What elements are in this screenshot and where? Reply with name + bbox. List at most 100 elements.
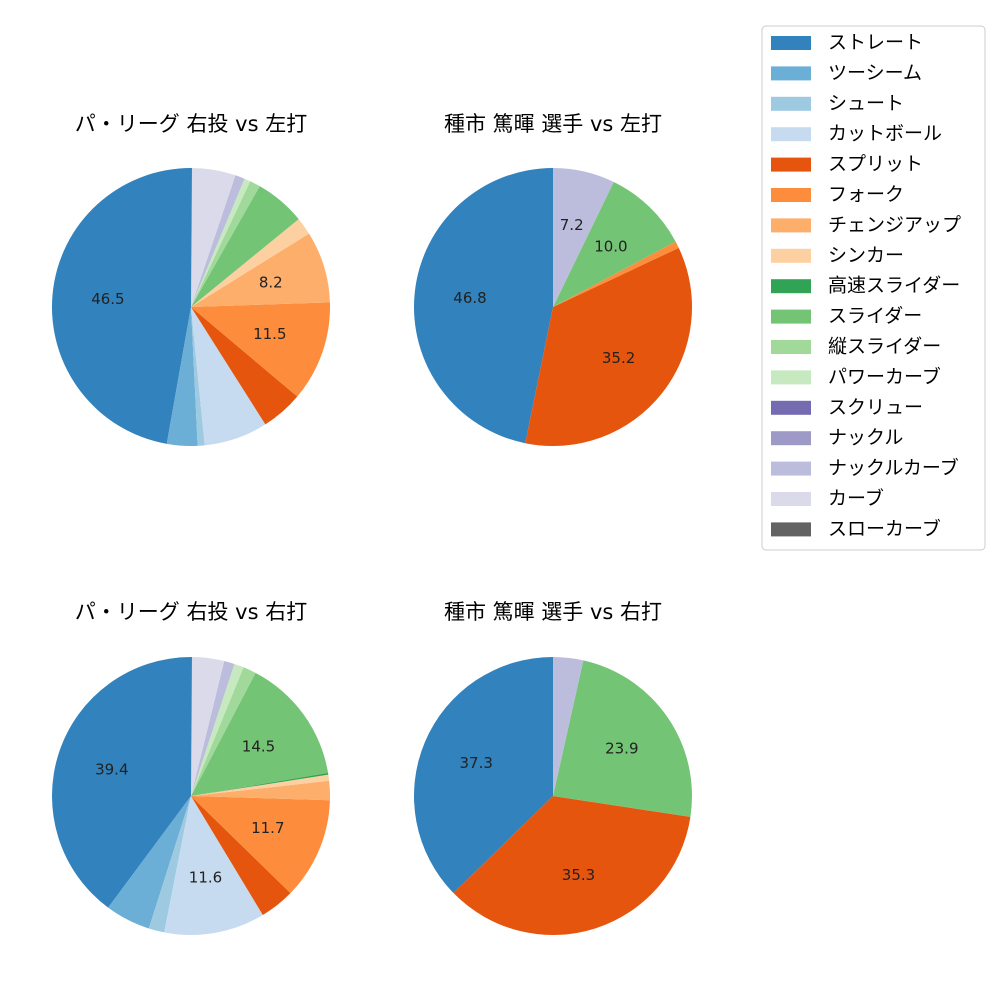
legend-entry: パワーカーブ: [771, 365, 941, 388]
legend-entry: ナックル: [771, 427, 903, 449]
legend-entry: スプリット: [771, 153, 923, 175]
legend-swatch: [771, 309, 811, 324]
legend-swatch: [771, 279, 811, 294]
legend-label: スライダー: [828, 305, 922, 327]
pie-slice: [553, 660, 692, 817]
legend-label: スプリット: [828, 153, 923, 175]
legend-label: フォーク: [828, 184, 904, 206]
legend-swatch: [771, 188, 811, 202]
legend-entry: スクリュー: [771, 396, 923, 418]
pie-slice: [191, 667, 256, 796]
legend-label: カットボール: [828, 123, 942, 145]
pie-slice: [191, 656, 192, 796]
legend-swatch: [771, 127, 811, 142]
legend-label: ナックルカーブ: [828, 456, 959, 479]
legend-label: 高速スライダー: [828, 275, 960, 297]
legend: ストレートツーシームシュートカットボールスプリットフォークチェンジアップシンカー…: [761, 25, 986, 551]
legend-label: ナックル: [828, 427, 903, 449]
legend-swatch: [771, 96, 811, 111]
legend-label: スローカーブ: [828, 517, 941, 540]
pie-slice: [148, 796, 191, 933]
chart-title: パ・リーグ 右投 vs 右打: [75, 600, 307, 624]
legend-swatch: [771, 492, 811, 506]
legend-label: カーブ: [828, 487, 884, 510]
legend-label: チェンジアップ: [828, 214, 961, 236]
pie-slice: [553, 241, 679, 307]
pie-slice: [191, 307, 205, 446]
legend-frame: [761, 25, 986, 551]
pie-slice: [191, 796, 291, 915]
pie-slice: [191, 672, 329, 796]
pie-slice: [191, 780, 331, 801]
pie-slice: [191, 796, 330, 894]
pie-slice: [191, 663, 244, 796]
slice-label: 35.2: [602, 349, 635, 367]
legend-label: スクリュー: [828, 396, 923, 418]
slice-label: 35.3: [562, 866, 595, 884]
legend-entry: 縦スライダー: [771, 336, 941, 358]
legend-swatch: [771, 522, 811, 537]
legend-swatch: [771, 66, 811, 81]
pie-slice: [51, 657, 192, 908]
pie-charts: パ・リーグ 右投 vs 左打 46.5 11.5 8.2 種市 篤暉 選手 vs 左打 4…: [51, 112, 692, 936]
pie-chart-4: 種市 篤暉 選手 vs 右打 37.3 35.3 23.9: [414, 600, 692, 935]
slice-label: 46.8: [453, 289, 486, 307]
legend-swatch: [771, 461, 811, 476]
pie-chart-2: 種市 篤暉 選手 vs 左打 46.8 35.2 10.0 7.2: [413, 112, 692, 446]
slice-label: 46.5: [91, 290, 124, 308]
slice-label: 39.4: [95, 760, 128, 778]
pie-chart-1: パ・リーグ 右投 vs 左打 46.5 11.5 8.2: [51, 112, 330, 447]
legend-label: ストレート: [828, 32, 923, 54]
pie-slice: [453, 796, 691, 935]
pie-slice: [553, 168, 614, 307]
legend-entry: スローカーブ: [771, 517, 941, 540]
pie-slice: [191, 302, 330, 397]
pie-slice: [191, 657, 225, 796]
legend-entry: スライダー: [771, 305, 922, 327]
pie-slice: [191, 186, 299, 307]
pie-slice: [51, 168, 191, 444]
legend-swatch: [771, 431, 811, 446]
pie-slice: [108, 796, 191, 929]
slice-label: 11.7: [251, 819, 284, 837]
slice-label: 8.2: [259, 273, 283, 291]
pie-slice: [164, 796, 263, 936]
slice-label: 11.6: [189, 869, 222, 887]
legend-entry: 高速スライダー: [771, 275, 960, 297]
legend-entry: フォーク: [771, 184, 904, 206]
legend-label: シュート: [828, 92, 904, 114]
legend-entry: ツーシーム: [771, 62, 922, 84]
legend-entry: カーブ: [771, 487, 884, 510]
legend-entry: ナックルカーブ: [771, 456, 959, 479]
pie-slice: [525, 247, 692, 446]
legend-items: ストレートツーシームシュートカットボールスプリットフォークチェンジアップシンカー…: [771, 32, 961, 540]
pie-chart-3: パ・リーグ 右投 vs 右打 39.4 11.6 11.7 14.5: [51, 600, 331, 936]
legend-entry: シュート: [771, 92, 904, 114]
slice-label: 14.5: [242, 738, 275, 756]
legend-entry: ストレート: [771, 32, 923, 54]
legend-label: シンカー: [828, 244, 904, 266]
legend-label: パワーカーブ: [828, 365, 941, 388]
slice-label: 7.2: [560, 216, 584, 234]
legend-swatch: [771, 340, 811, 354]
legend-entry: カットボール: [771, 123, 942, 145]
pie-slice: [191, 772, 329, 796]
slice-label: 37.3: [459, 754, 492, 772]
pie-slice: [191, 168, 236, 307]
chart-title: パ・リーグ 右投 vs 左打: [75, 112, 307, 136]
legend-entry: チェンジアップ: [771, 214, 961, 236]
legend-swatch: [771, 248, 811, 263]
legend-entry: シンカー: [771, 244, 904, 266]
pie-slice: [191, 175, 245, 307]
pie-slice: [191, 233, 330, 307]
legend-label: ツーシーム: [828, 62, 922, 84]
pie-slice: [191, 307, 298, 425]
pie-slice: [191, 178, 251, 307]
pie-slice: [191, 774, 330, 796]
pie-slice: [553, 181, 676, 307]
legend-swatch: [771, 36, 811, 50]
pie-slice: [191, 307, 266, 446]
pie-slice: [191, 181, 260, 307]
legend-swatch: [771, 157, 811, 172]
